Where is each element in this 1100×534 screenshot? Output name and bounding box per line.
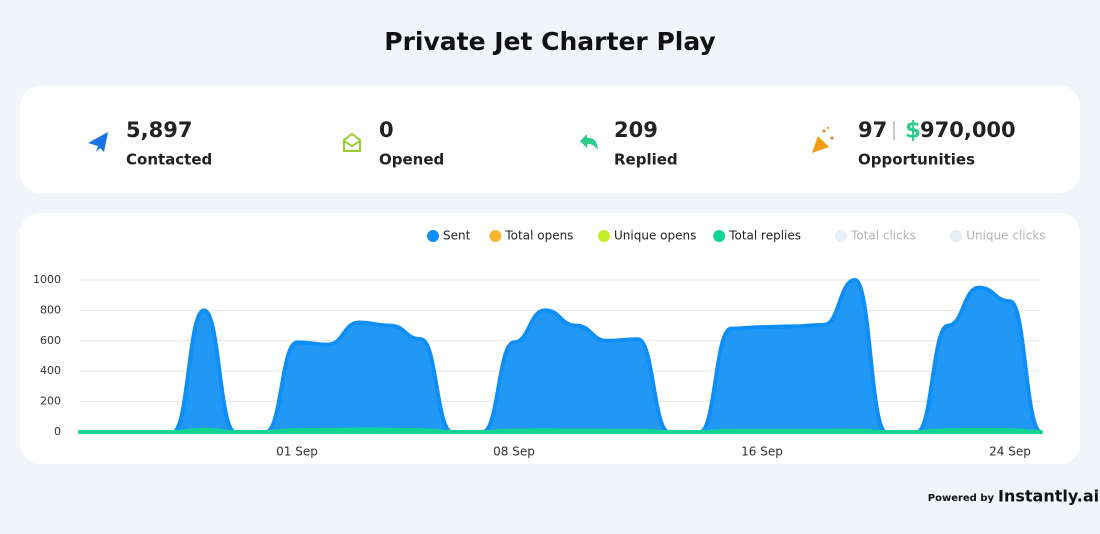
brand: Instantly.ai	[998, 487, 1099, 506]
legend-marker	[598, 230, 610, 242]
stat-currency: $	[905, 118, 921, 144]
send-icon	[88, 132, 108, 152]
party-icon	[812, 126, 834, 153]
x-tick-label: 16 Sep	[741, 445, 783, 459]
x-tick-label: 08 Sep	[493, 445, 535, 459]
stats-card	[20, 86, 1080, 193]
stat-label: Opportunities	[858, 151, 975, 169]
legend-label: Total replies	[728, 229, 801, 243]
x-tick-label: 01 Sep	[276, 445, 318, 459]
reply-icon	[580, 134, 598, 150]
legend-marker	[489, 230, 502, 242]
legend-marker	[950, 230, 963, 242]
powered-by: Powered by	[928, 493, 995, 504]
opened-icon	[343, 132, 361, 152]
stat-value: 97	[858, 118, 887, 142]
y-tick-label: 400	[40, 364, 61, 377]
legend-label: Unique clicks	[966, 229, 1045, 243]
stat-label: Opened	[379, 151, 444, 169]
legend-marker	[713, 230, 726, 242]
stat-label: Contacted	[126, 151, 212, 169]
y-tick-label: 600	[40, 334, 61, 347]
legend-label: Unique opens	[614, 229, 696, 243]
series-area	[78, 427, 1043, 434]
legend-label: Total clicks	[850, 229, 916, 243]
stat-value: 5,897	[126, 118, 192, 142]
x-tick-label: 24 Sep	[989, 445, 1031, 459]
stat-value: 209	[614, 118, 658, 142]
legend-label: Sent	[443, 229, 471, 243]
y-tick-label: 800	[40, 303, 61, 316]
legend-marker	[835, 230, 847, 242]
stat-value: 0	[379, 118, 394, 142]
y-tick-label: 200	[40, 395, 61, 408]
legend-label: Total opens	[504, 229, 573, 243]
y-tick-label: 0	[54, 425, 61, 438]
page-title: Private Jet Charter Play	[384, 27, 715, 56]
y-tick-label: 1000	[33, 273, 61, 286]
stat-amount: 970,000	[920, 118, 1016, 142]
stat-label: Replied	[614, 151, 678, 169]
legend-marker	[427, 230, 439, 242]
